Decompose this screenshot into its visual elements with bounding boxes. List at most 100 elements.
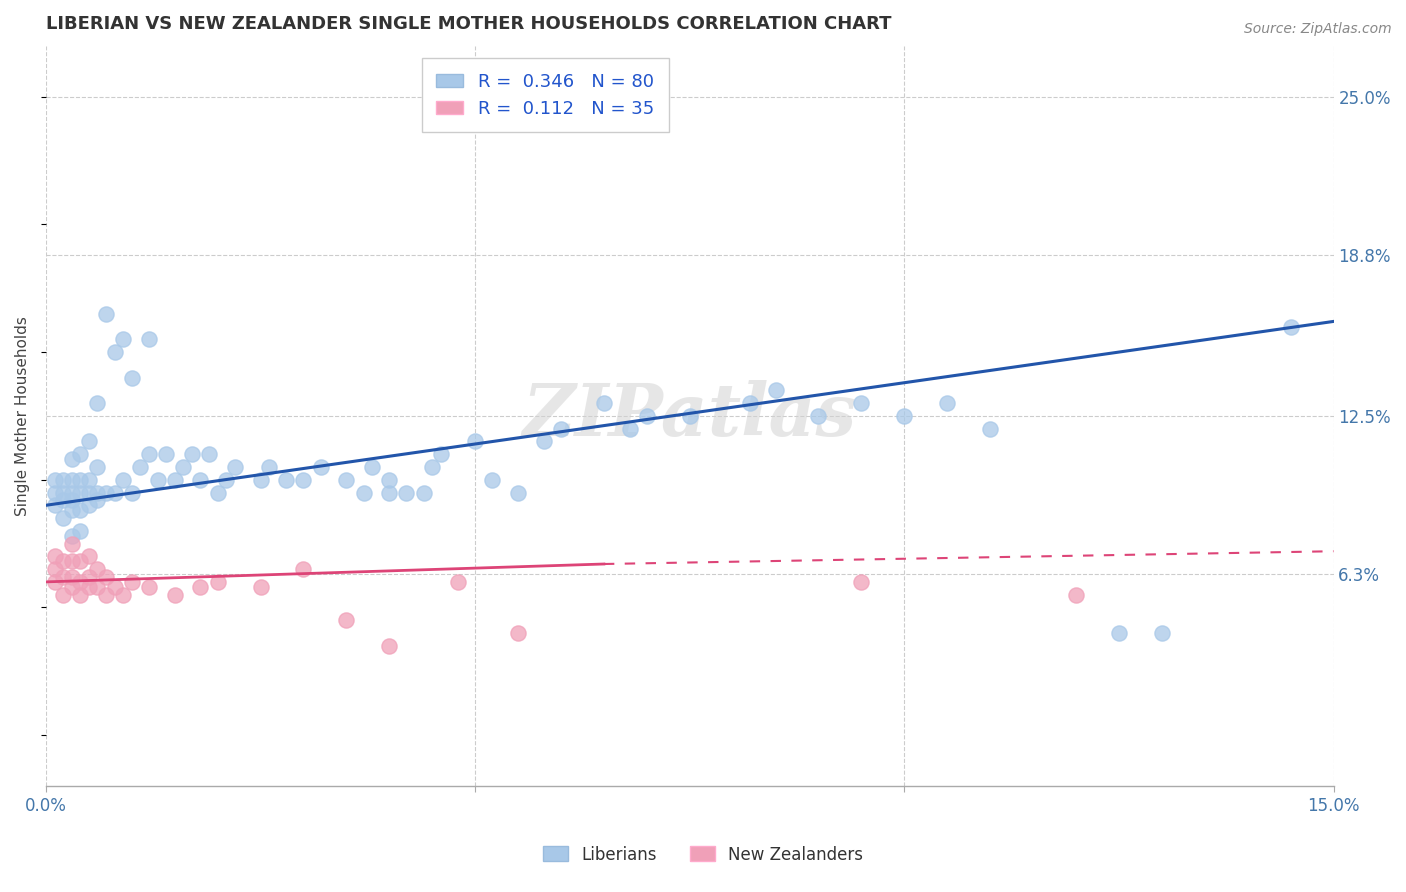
Point xyxy=(52,473,75,487)
Point xyxy=(60,554,83,568)
Point xyxy=(86,580,108,594)
Point xyxy=(1150,626,1173,640)
Point xyxy=(593,396,616,410)
Point xyxy=(112,332,135,346)
Point xyxy=(506,626,529,640)
Point xyxy=(104,485,127,500)
Point xyxy=(395,485,418,500)
Point xyxy=(60,570,83,584)
Point xyxy=(412,485,434,500)
Point xyxy=(190,580,212,594)
Point xyxy=(60,493,83,508)
Point xyxy=(163,588,186,602)
Point xyxy=(146,473,169,487)
Point xyxy=(257,460,280,475)
Point xyxy=(69,503,91,517)
Point xyxy=(44,574,66,589)
Point xyxy=(378,473,401,487)
Point xyxy=(44,562,66,576)
Point xyxy=(138,447,160,461)
Point xyxy=(550,422,572,436)
Point xyxy=(215,473,238,487)
Point xyxy=(249,473,271,487)
Point xyxy=(77,580,100,594)
Point xyxy=(765,384,787,398)
Point xyxy=(679,409,702,423)
Point xyxy=(1064,588,1087,602)
Point xyxy=(77,570,100,584)
Point xyxy=(420,460,443,475)
Point xyxy=(52,554,75,568)
Point xyxy=(60,529,83,543)
Point xyxy=(335,473,357,487)
Point xyxy=(69,485,91,500)
Point xyxy=(893,409,915,423)
Point xyxy=(207,574,229,589)
Point xyxy=(77,434,100,449)
Point xyxy=(249,580,271,594)
Text: LIBERIAN VS NEW ZEALANDER SINGLE MOTHER HOUSEHOLDS CORRELATION CHART: LIBERIAN VS NEW ZEALANDER SINGLE MOTHER … xyxy=(46,15,891,33)
Point xyxy=(738,396,761,410)
Point xyxy=(979,422,1001,436)
Point xyxy=(121,485,143,500)
Point xyxy=(69,473,91,487)
Point xyxy=(292,473,315,487)
Point xyxy=(77,498,100,512)
Point xyxy=(292,562,315,576)
Point xyxy=(163,473,186,487)
Point xyxy=(506,485,529,500)
Point xyxy=(378,485,401,500)
Point xyxy=(1279,319,1302,334)
Point xyxy=(155,447,177,461)
Point xyxy=(104,345,127,359)
Point xyxy=(464,434,486,449)
Point xyxy=(69,447,91,461)
Point xyxy=(69,574,91,589)
Point xyxy=(361,460,384,475)
Point xyxy=(94,570,117,584)
Point xyxy=(353,485,375,500)
Point xyxy=(77,473,100,487)
Point xyxy=(60,473,83,487)
Point xyxy=(112,473,135,487)
Point xyxy=(190,473,212,487)
Point xyxy=(1108,626,1130,640)
Point xyxy=(86,562,108,576)
Point xyxy=(121,370,143,384)
Point xyxy=(94,485,117,500)
Point xyxy=(60,452,83,467)
Point xyxy=(224,460,246,475)
Point xyxy=(481,473,503,487)
Point xyxy=(309,460,332,475)
Point xyxy=(44,473,66,487)
Point xyxy=(69,588,91,602)
Legend: R =  0.346   N = 80, R =  0.112   N = 35: R = 0.346 N = 80, R = 0.112 N = 35 xyxy=(422,58,669,132)
Point xyxy=(52,511,75,525)
Point xyxy=(52,493,75,508)
Point xyxy=(138,332,160,346)
Point xyxy=(52,588,75,602)
Point xyxy=(52,570,75,584)
Point xyxy=(851,574,873,589)
Point xyxy=(198,447,221,461)
Point xyxy=(936,396,959,410)
Point xyxy=(77,485,100,500)
Point xyxy=(86,485,108,500)
Point xyxy=(94,307,117,321)
Point xyxy=(94,588,117,602)
Point xyxy=(69,524,91,538)
Y-axis label: Single Mother Households: Single Mother Households xyxy=(15,316,30,516)
Point xyxy=(86,460,108,475)
Point xyxy=(533,434,555,449)
Point xyxy=(276,473,298,487)
Text: ZIPatlas: ZIPatlas xyxy=(523,380,856,451)
Point xyxy=(636,409,658,423)
Point xyxy=(44,549,66,564)
Point xyxy=(60,503,83,517)
Point xyxy=(60,485,83,500)
Point xyxy=(619,422,641,436)
Point xyxy=(851,396,873,410)
Point xyxy=(77,549,100,564)
Point xyxy=(60,536,83,550)
Point xyxy=(86,396,108,410)
